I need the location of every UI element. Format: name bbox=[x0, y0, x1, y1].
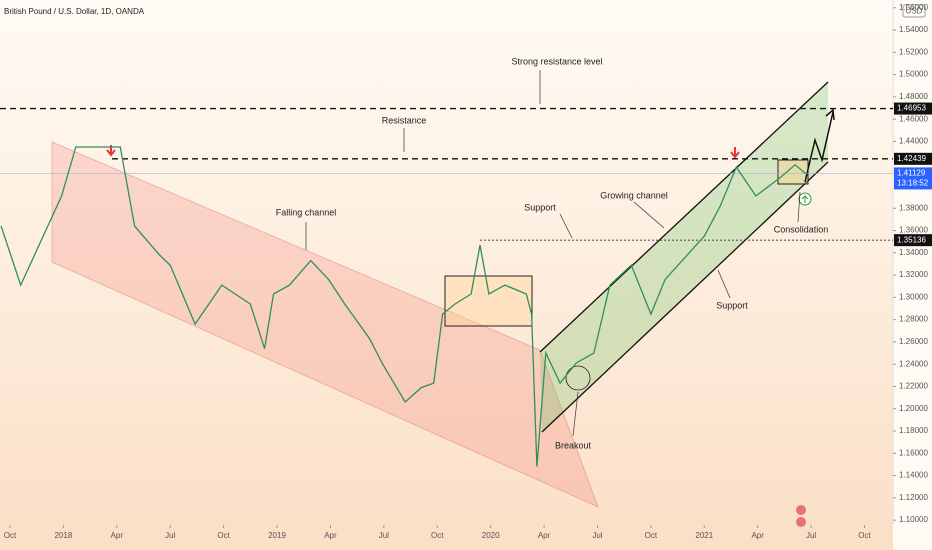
countdown: 13:18:52 bbox=[897, 179, 929, 188]
pointer bbox=[559, 213, 573, 239]
pointer bbox=[717, 269, 731, 299]
y-tick-label: 1.46000 bbox=[899, 114, 928, 123]
y-tick-label: 1.48000 bbox=[899, 92, 928, 101]
falling-channel bbox=[51, 141, 599, 508]
pointer bbox=[572, 391, 579, 437]
y-tick-label: 1.12000 bbox=[899, 493, 928, 502]
event-icon[interactable] bbox=[796, 505, 806, 515]
annotation: Strong resistance level bbox=[511, 56, 602, 66]
y-tick-label: 1.28000 bbox=[899, 315, 928, 324]
y-tick-label: 1.34000 bbox=[899, 248, 928, 257]
y-tick-label: 1.24000 bbox=[899, 359, 928, 368]
x-tick-label: 2020 bbox=[482, 531, 500, 540]
y-tick-label: 1.22000 bbox=[899, 382, 928, 391]
growing-channel bbox=[540, 82, 828, 432]
x-tick-label: Jul bbox=[379, 531, 389, 540]
y-tick-label: 1.20000 bbox=[899, 404, 928, 413]
y-tick-label: 1.14000 bbox=[899, 471, 928, 480]
level-label: 1.35136 bbox=[897, 235, 926, 244]
level-label-box bbox=[894, 234, 932, 247]
annotation: Consolidation bbox=[774, 224, 829, 234]
last-price-box bbox=[894, 167, 932, 190]
annotation: Support bbox=[716, 300, 748, 310]
x-tick-label: Oct bbox=[217, 531, 230, 540]
price-axis-panel bbox=[893, 0, 932, 550]
x-tick-label: 2021 bbox=[695, 531, 713, 540]
y-tick-label: 1.16000 bbox=[899, 448, 928, 457]
y-tick-label: 1.50000 bbox=[899, 70, 928, 79]
level-label-box bbox=[894, 102, 932, 115]
pointer bbox=[797, 191, 801, 223]
up-arrow bbox=[801, 195, 809, 203]
y-tick-label: 1.26000 bbox=[899, 337, 928, 346]
x-tick-label: Jul bbox=[592, 531, 602, 540]
x-tick-label: Apr bbox=[324, 531, 337, 540]
y-tick-label: 1.38000 bbox=[899, 203, 928, 212]
annotation: Resistance bbox=[382, 115, 427, 125]
annotation: Growing channel bbox=[600, 190, 668, 200]
x-tick-label: Apr bbox=[751, 531, 764, 540]
level-label: 1.42439 bbox=[897, 154, 926, 163]
channel-line bbox=[539, 81, 829, 353]
x-tick-label: Apr bbox=[111, 531, 124, 540]
y-tick-label: 1.30000 bbox=[899, 292, 928, 301]
level-label: 1.46953 bbox=[897, 104, 926, 113]
price-line bbox=[0, 146, 807, 467]
pointer bbox=[633, 201, 665, 229]
chart-title: British Pound / U.S. Dollar, 1D, OANDA bbox=[4, 7, 145, 16]
x-tick-label: 2019 bbox=[268, 531, 286, 540]
event-icon[interactable] bbox=[796, 517, 806, 527]
x-tick-label: Oct bbox=[645, 531, 658, 540]
y-tick-label: 1.10000 bbox=[899, 515, 928, 524]
breakout-circle bbox=[565, 365, 591, 391]
currency-box[interactable] bbox=[902, 4, 926, 18]
y-tick-label: 1.44000 bbox=[899, 137, 928, 146]
y-tick-label: 1.56000 bbox=[899, 3, 928, 12]
x-tick-label: Apr bbox=[538, 531, 551, 540]
x-tick-label: Oct bbox=[431, 531, 444, 540]
y-tick-label: 1.32000 bbox=[899, 270, 928, 279]
y-tick-label: 1.36000 bbox=[899, 226, 928, 235]
x-tick-label: Jul bbox=[165, 531, 175, 540]
arrow-head bbox=[825, 108, 835, 121]
channel-line bbox=[541, 161, 829, 433]
y-tick-label: 1.18000 bbox=[899, 426, 928, 435]
currency: USD bbox=[906, 7, 923, 16]
y-tick-label: 1.54000 bbox=[899, 25, 928, 34]
annotation: Breakout bbox=[555, 440, 592, 450]
down-arrow bbox=[730, 147, 740, 159]
x-tick-label: Oct bbox=[4, 531, 17, 540]
x-tick-label: 2018 bbox=[54, 531, 72, 540]
x-tick-label: Jul bbox=[806, 531, 816, 540]
projection-arrow bbox=[804, 111, 834, 183]
annotation: Falling channel bbox=[276, 207, 337, 217]
range-box bbox=[444, 275, 533, 327]
level-label-box bbox=[894, 152, 932, 165]
annotation: Support bbox=[524, 202, 556, 212]
x-tick-label: Oct bbox=[858, 531, 871, 540]
y-tick-label: 1.52000 bbox=[899, 47, 928, 56]
last-price-label: 1.41129 bbox=[897, 169, 926, 178]
